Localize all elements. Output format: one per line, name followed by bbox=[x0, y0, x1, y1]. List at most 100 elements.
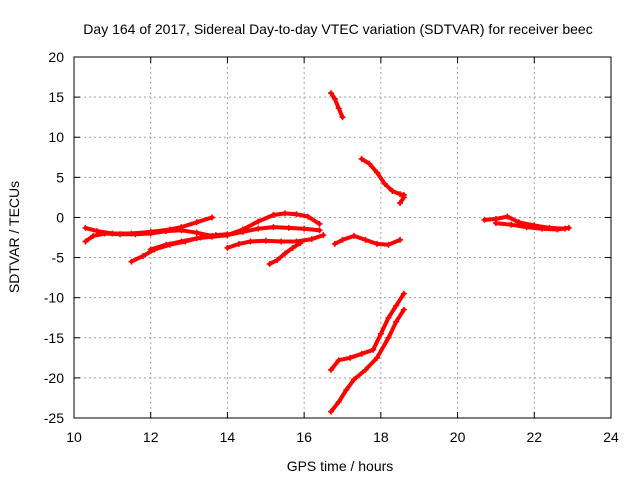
data-point bbox=[327, 90, 334, 97]
x-tick-label: 10 bbox=[66, 429, 82, 445]
data-point bbox=[347, 354, 354, 361]
series-2 bbox=[270, 210, 323, 227]
data-point bbox=[281, 210, 288, 217]
data-point bbox=[351, 376, 358, 383]
data-point bbox=[193, 235, 200, 242]
x-tick-label: 16 bbox=[296, 429, 312, 445]
data-point bbox=[255, 218, 262, 225]
y-tick-label: -15 bbox=[44, 330, 64, 346]
data-point bbox=[397, 191, 404, 198]
data-point bbox=[374, 240, 381, 247]
data-point bbox=[178, 227, 185, 234]
x-tick-label: 18 bbox=[373, 429, 389, 445]
data-point bbox=[339, 114, 346, 121]
data-point bbox=[247, 238, 254, 245]
data-point bbox=[82, 224, 89, 231]
data-point bbox=[327, 408, 334, 415]
data-point bbox=[370, 346, 377, 353]
data-point bbox=[400, 194, 407, 201]
x-tick-label: 22 bbox=[526, 429, 542, 445]
data-point bbox=[565, 224, 572, 231]
data-point bbox=[82, 238, 89, 245]
data-point bbox=[335, 105, 342, 112]
data-point bbox=[132, 231, 139, 238]
data-point bbox=[293, 211, 300, 218]
data-point bbox=[397, 200, 404, 207]
data-point bbox=[90, 232, 97, 239]
x-tick-label: 14 bbox=[220, 429, 236, 445]
data-point bbox=[362, 366, 369, 373]
data-point bbox=[335, 398, 342, 405]
data-point bbox=[224, 244, 231, 251]
series-track bbox=[329, 91, 345, 120]
data-point bbox=[393, 318, 400, 325]
data-point bbox=[140, 252, 147, 259]
grid-lines bbox=[74, 57, 611, 418]
data-point bbox=[117, 231, 124, 238]
data-point bbox=[101, 230, 108, 237]
y-tick-label: 5 bbox=[56, 169, 64, 185]
data-point bbox=[255, 225, 262, 232]
y-tick-label: -20 bbox=[44, 370, 64, 386]
data-point bbox=[389, 187, 396, 194]
data-point bbox=[193, 219, 200, 226]
data-point bbox=[178, 238, 185, 245]
x-tick-label: 20 bbox=[450, 429, 466, 445]
series-4 bbox=[147, 224, 323, 253]
data-point bbox=[327, 366, 334, 373]
y-tick-label: 0 bbox=[56, 209, 64, 225]
data-point bbox=[343, 386, 350, 393]
data-point bbox=[147, 246, 154, 253]
data-point bbox=[193, 229, 200, 236]
data-point bbox=[397, 236, 404, 243]
data-point bbox=[374, 354, 381, 361]
data-point bbox=[308, 236, 315, 243]
data-point bbox=[274, 256, 281, 263]
series-6 bbox=[266, 240, 304, 267]
data-point bbox=[400, 290, 407, 297]
data-point bbox=[304, 213, 311, 220]
data-point bbox=[235, 240, 242, 247]
data-point bbox=[331, 95, 338, 102]
data-point bbox=[209, 214, 216, 221]
data-points bbox=[82, 90, 572, 415]
data-point bbox=[362, 236, 369, 243]
y-tick-label: -5 bbox=[52, 250, 65, 266]
data-point bbox=[374, 169, 381, 176]
x-tick-label: 12 bbox=[143, 429, 159, 445]
data-point bbox=[351, 232, 358, 239]
series-7 bbox=[327, 90, 346, 121]
y-axis-label: SDTVAR / TECUs bbox=[6, 181, 22, 293]
series-12 bbox=[327, 306, 407, 415]
y-tick-label: 10 bbox=[48, 129, 64, 145]
data-point bbox=[358, 350, 365, 357]
data-point bbox=[385, 334, 392, 341]
data-point bbox=[301, 225, 308, 232]
series-14 bbox=[492, 220, 572, 233]
data-point bbox=[285, 224, 292, 231]
data-point bbox=[554, 226, 561, 233]
data-point bbox=[163, 241, 170, 248]
y-tick-label: 15 bbox=[48, 89, 64, 105]
y-tick-label: -25 bbox=[44, 410, 64, 426]
data-point bbox=[400, 306, 407, 313]
data-point bbox=[239, 228, 246, 235]
y-tick-label: -10 bbox=[44, 290, 64, 306]
data-point bbox=[492, 220, 499, 227]
data-point bbox=[297, 240, 304, 247]
data-point bbox=[316, 227, 323, 234]
data-point bbox=[508, 221, 515, 228]
data-point bbox=[331, 240, 338, 247]
data-point bbox=[224, 232, 231, 239]
series-5 bbox=[224, 232, 327, 251]
data-point bbox=[270, 224, 277, 231]
y-tick-label: 20 bbox=[48, 49, 64, 65]
series-11 bbox=[327, 290, 407, 373]
data-point bbox=[163, 228, 170, 235]
data-point bbox=[266, 260, 273, 267]
data-point bbox=[128, 258, 135, 265]
chart-title: Day 164 of 2017, Sidereal Day-to-day VTE… bbox=[83, 21, 592, 37]
data-point bbox=[504, 213, 511, 220]
data-point bbox=[366, 160, 373, 167]
